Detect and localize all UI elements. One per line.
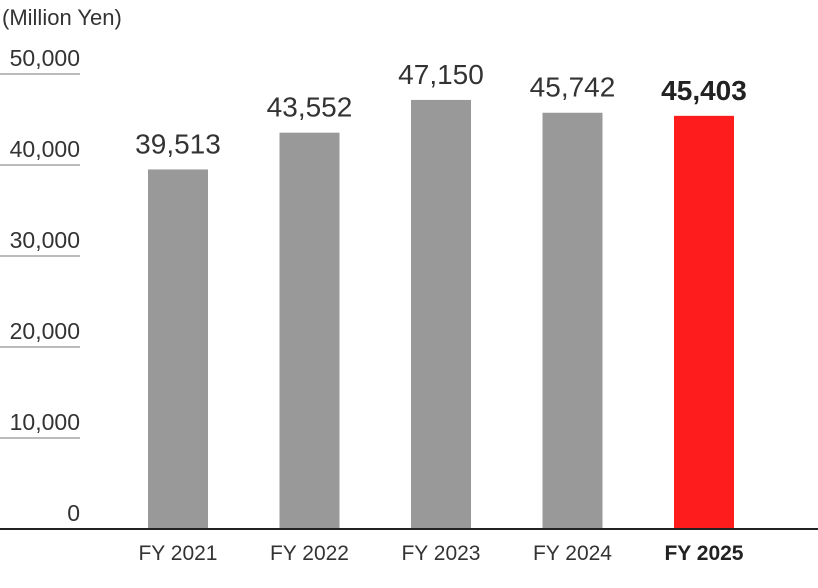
x-tick-label: FY 2025 <box>664 542 743 565</box>
value-label: 47,150 <box>398 59 484 90</box>
x-tick-label: FY 2022 <box>270 542 349 565</box>
bar <box>411 99 471 529</box>
bar <box>279 132 340 529</box>
bars <box>148 99 734 529</box>
value-label: 39,513 <box>135 128 221 159</box>
bar-highlight <box>674 115 734 529</box>
y-tick-label: 0 <box>67 500 80 526</box>
value-labels: 39,513 43,552 47,150 45,742 45,403 <box>135 59 747 159</box>
x-axis-ticks: FY 2021 FY 2022 FY 2023 FY 2024 FY 2025 <box>138 542 743 565</box>
unit-label: (Million Yen) <box>2 5 122 30</box>
x-tick-label: FY 2021 <box>138 542 217 565</box>
x-tick-label: FY 2024 <box>533 542 612 565</box>
grid-lines <box>0 73 80 439</box>
value-label: 45,742 <box>530 72 616 103</box>
y-axis-ticks: 0 10,000 20,000 30,000 40,000 50,000 <box>10 45 80 526</box>
y-tick-label: 30,000 <box>10 227 80 253</box>
value-label: 45,403 <box>661 75 747 106</box>
y-tick-label: 20,000 <box>10 318 80 344</box>
bar <box>148 169 208 529</box>
bar <box>542 112 603 529</box>
value-label: 43,552 <box>267 92 353 123</box>
y-tick-label: 40,000 <box>10 136 80 162</box>
y-tick-label: 10,000 <box>10 409 80 435</box>
x-tick-label: FY 2023 <box>401 542 480 565</box>
y-tick-label: 50,000 <box>10 45 80 71</box>
